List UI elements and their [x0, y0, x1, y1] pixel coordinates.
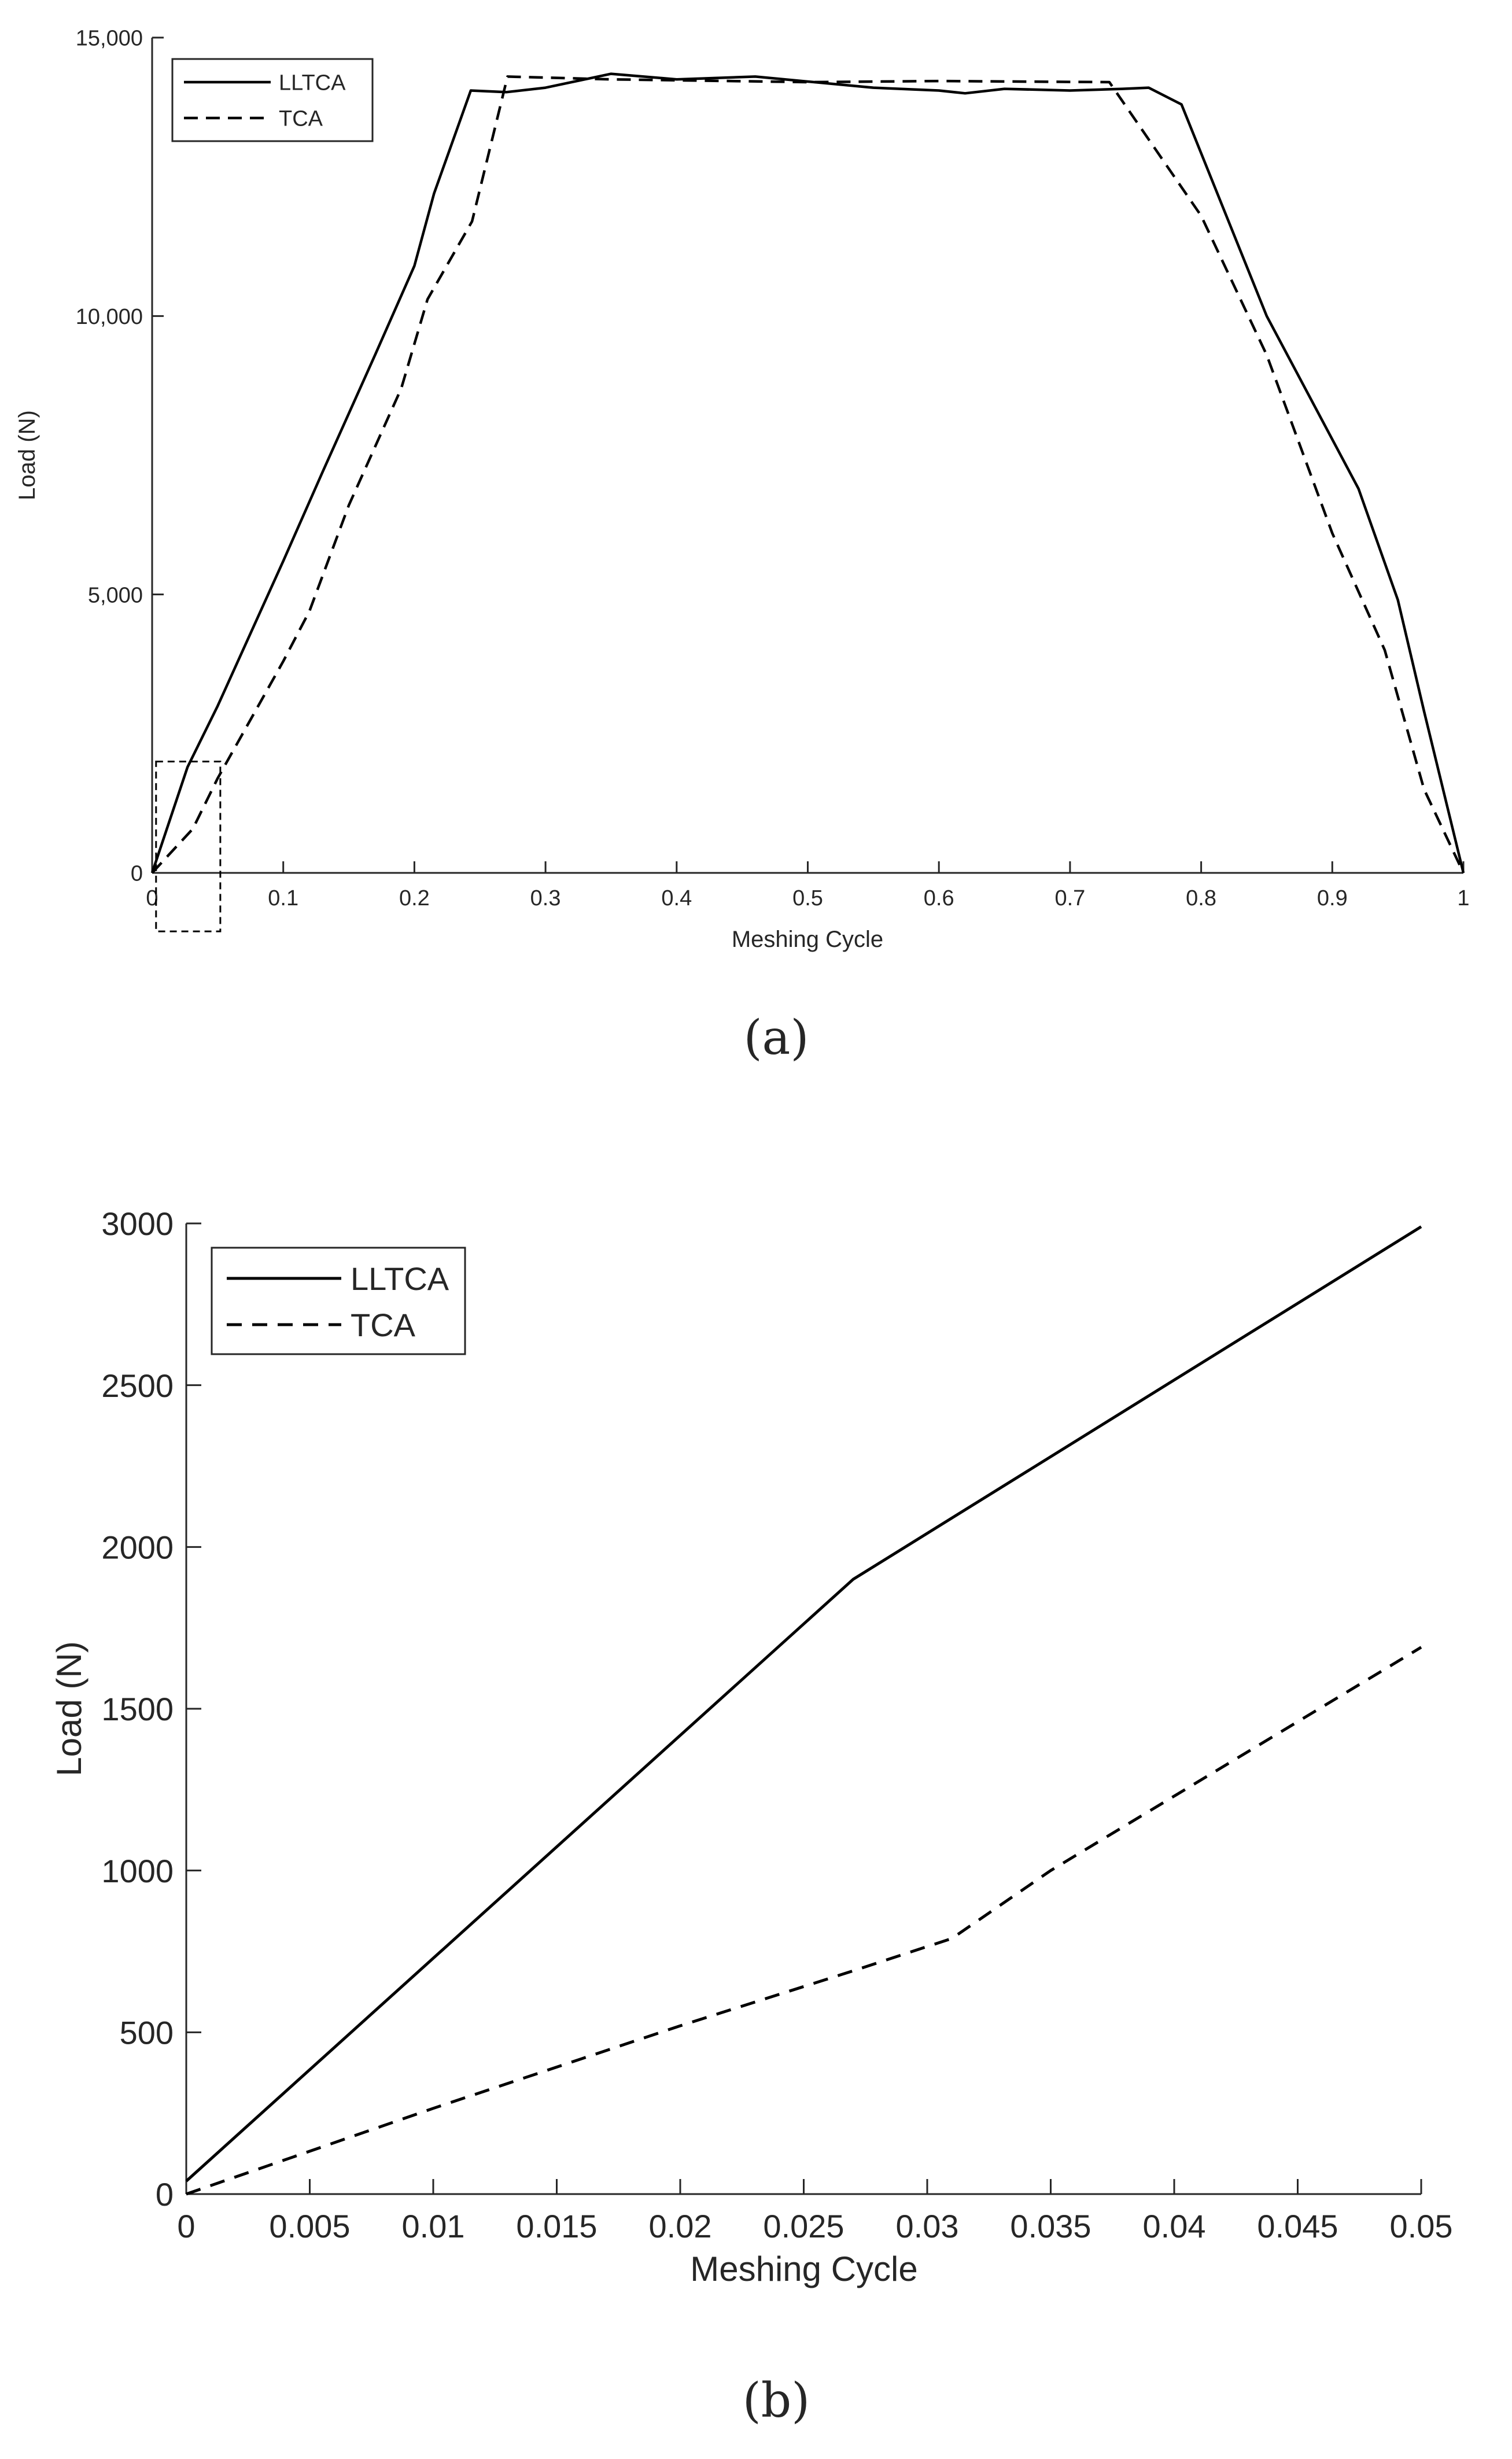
y-tick-label: 2000: [101, 1529, 174, 1565]
x-ticks-b: 0 0.005 0.01 0.015 0.02 0.025 0.03 0.035 0.04 0.0…: [177, 2179, 1453, 2244]
x-tick-label: 0.045: [1257, 2208, 1338, 2244]
legend-b: LLTCA TCA: [211, 1247, 466, 1355]
legend-label-lltca-a: LLTCA: [279, 71, 346, 95]
y-tick-label: 0: [131, 862, 143, 886]
x-tick-label: 0.02: [649, 2208, 712, 2244]
x-tick-label: 0.7: [1054, 886, 1085, 910]
x-tick-label: 0: [177, 2208, 195, 2244]
y-ticks-a: 0 5,000 10,000 15,000: [76, 27, 164, 886]
legend-label-lltca-b: LLTCA: [351, 1260, 449, 1297]
y-ticks-b: 0 500 1000 1500 2000 2500 3000: [101, 1205, 201, 2213]
axes-frame-b: [185, 1223, 1421, 2195]
series-layer-a: [150, 72, 1465, 874]
x-tick-label: 0.5: [792, 886, 823, 910]
series-line-lltca: [185, 1225, 1422, 2182]
x-tick-label: 0.4: [661, 886, 692, 910]
x-axis-title-a: Meshing Cycle: [732, 927, 883, 952]
legend-a: LLTCA TCA: [171, 58, 374, 142]
x-tick-label: 0.01: [402, 2208, 465, 2244]
series-line-tca: [186, 1646, 1422, 2196]
x-ticks-a: 0 0.1 0.2 0.3 0.4 0.5 0.6 0.7 0.8 0.9 1: [146, 861, 1470, 910]
x-tick-label: 0.3: [530, 886, 561, 910]
legend-label-tca-a: TCA: [279, 107, 323, 131]
axes-frame-a: [151, 38, 1463, 874]
x-tick-label: 0: [146, 886, 158, 910]
legend-box-a: [171, 58, 374, 142]
x-tick-label: 0.005: [269, 2208, 350, 2244]
chart-b: 0 0.005 0.01 0.015 0.02 0.025 0.03 0.035 0.04 0.0…: [50, 1205, 1453, 2428]
zoom-region-box: [155, 760, 222, 932]
x-tick-label: 0.035: [1010, 2208, 1091, 2244]
caption-b: (b): [743, 2373, 810, 2428]
x-tick-label: 0.6: [924, 886, 954, 910]
y-tick-label: 15,000: [76, 27, 143, 51]
x-tick-label: 0.04: [1143, 2208, 1206, 2244]
y-tick-label: 500: [120, 2014, 174, 2051]
x-tick-label: 0.2: [399, 886, 430, 910]
x-tick-label: 1: [1457, 886, 1469, 910]
series-layer-b: [185, 1225, 1422, 2196]
x-tick-label: 0.8: [1186, 886, 1216, 910]
caption-a: (a): [744, 1011, 809, 1066]
x-axis-title-b: Meshing Cycle: [690, 2250, 918, 2288]
y-tick-label: 5,000: [88, 583, 143, 607]
zoom-box-layer-a: [155, 760, 222, 932]
x-tick-label: 0.025: [763, 2208, 844, 2244]
y-tick-label: 10,000: [76, 305, 143, 329]
x-tick-label: 0.05: [1390, 2208, 1453, 2244]
chart-a: 0 0.1 0.2 0.3 0.4 0.5 0.6 0.7 0.8 0.9 1 0 5,000 10,0…: [14, 27, 1470, 1066]
series-line-tca: [151, 75, 1465, 874]
y-tick-label: 2500: [101, 1367, 174, 1404]
y-tick-label: 3000: [101, 1205, 174, 1242]
y-tick-label: 0: [156, 2176, 174, 2213]
y-axis-title-b: Load (N): [50, 1641, 88, 1776]
y-tick-label: 1500: [101, 1691, 174, 1727]
legend-label-tca-b: TCA: [351, 1307, 416, 1343]
x-tick-label: 0.015: [516, 2208, 597, 2244]
legend-box-b: [211, 1247, 466, 1355]
x-tick-label: 0.1: [268, 886, 298, 910]
series-line-lltca: [150, 72, 1465, 873]
x-tick-label: 0.9: [1317, 886, 1348, 910]
x-tick-label: 0.03: [896, 2208, 959, 2244]
y-axis-title-a: Load (N): [14, 410, 40, 500]
y-tick-label: 1000: [101, 1853, 174, 1889]
